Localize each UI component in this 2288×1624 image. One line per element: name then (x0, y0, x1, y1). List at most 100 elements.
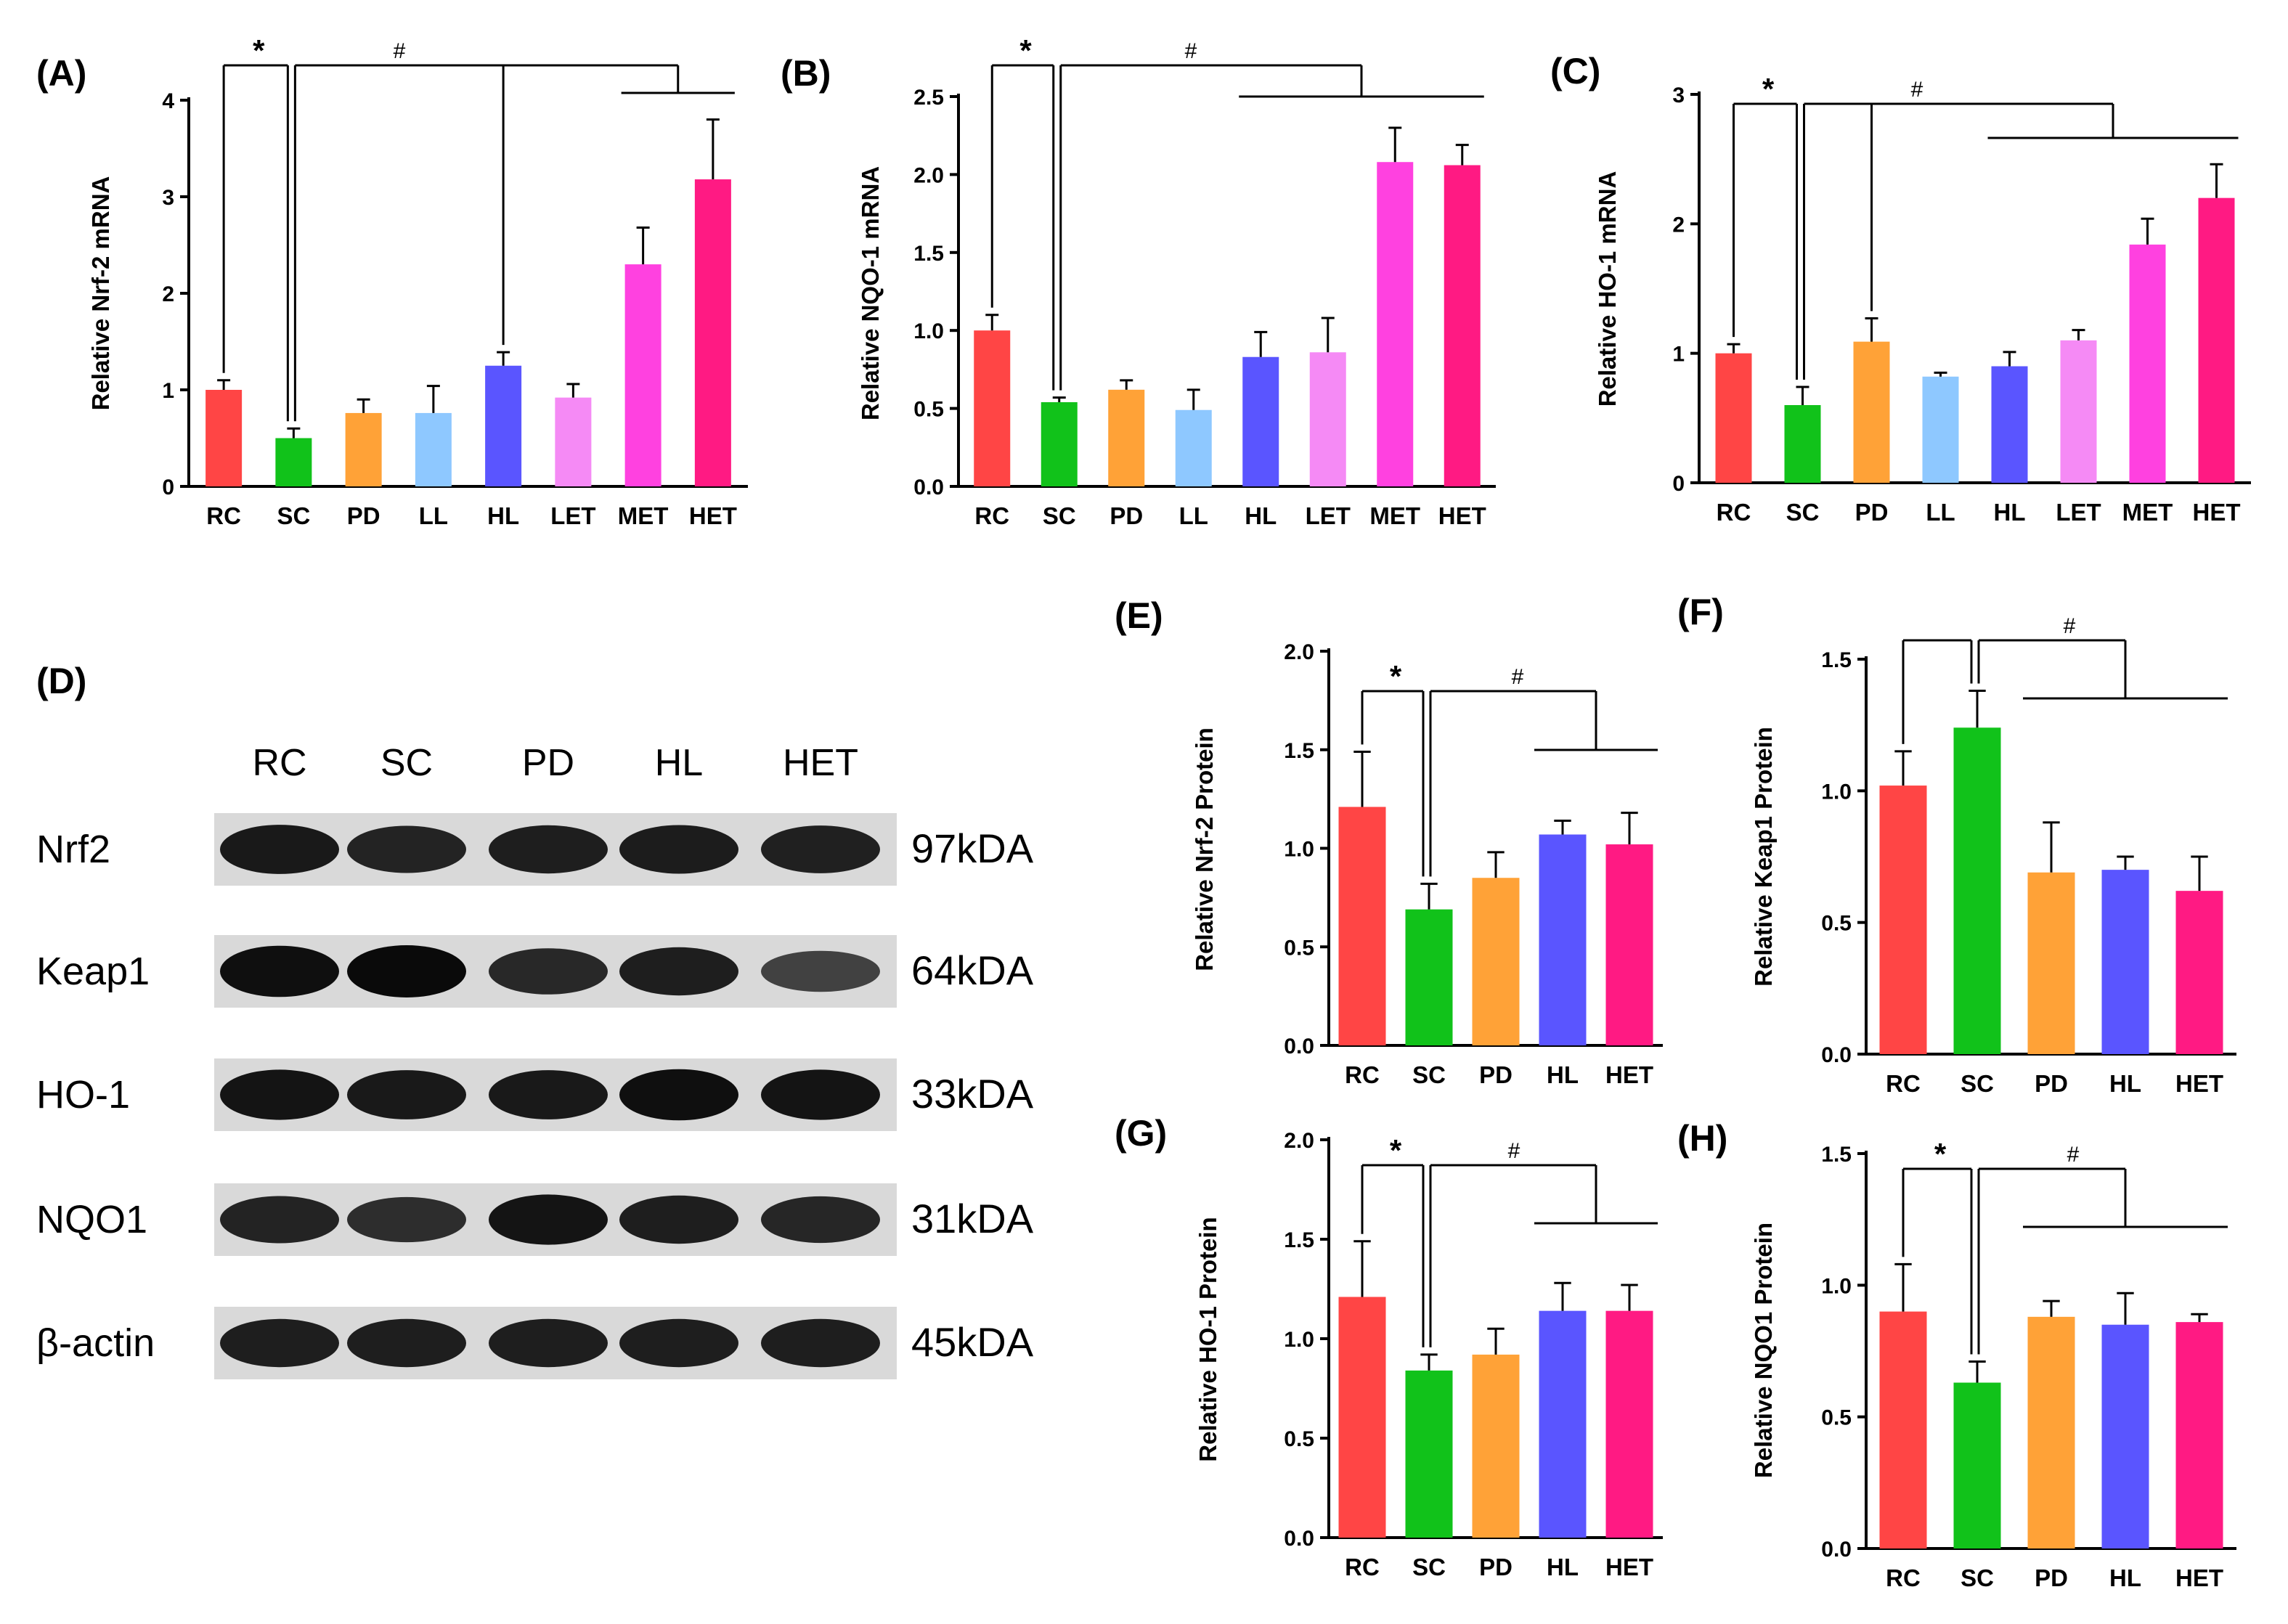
bar-pd (1472, 1354, 1520, 1538)
sig-hash-label: # (1911, 78, 1923, 102)
y-tick-label: 0.5 (1284, 1427, 1314, 1451)
blot-band (619, 1195, 738, 1244)
panel-label: (F) (1677, 592, 1724, 632)
bar-sc (1953, 1382, 2001, 1548)
chart-panel-2: (B) Relative NQO-1 mRNA 0.0 0.5 1.0 1.5 2.0 2.5… (781, 33, 1496, 529)
y-axis-label: Relative NQO1 Protein (1750, 1223, 1777, 1478)
y-tick-label: 0.0 (1284, 1035, 1314, 1058)
blot-band (347, 1070, 466, 1119)
bar-pd (1108, 389, 1145, 486)
y-tick-label: 0.0 (1821, 1538, 1852, 1562)
x-tick-label-let: LET (550, 502, 595, 529)
y-tick-label: 1.5 (913, 242, 944, 266)
x-tick-label-hl: HL (2109, 1070, 2141, 1097)
western-blot-panel: (D) RC SC PD HL HET Nrf2 97kDA Keap1 64kDA HO-1 33k… (36, 661, 1034, 1379)
bar-rc (1338, 807, 1386, 1045)
panel-label: (A) (36, 53, 86, 94)
protein-label: Keap1 (36, 950, 150, 993)
blot-band (761, 1069, 880, 1120)
sig-hash-label: # (1512, 665, 1524, 689)
x-tick-label-het: HET (1605, 1061, 1653, 1088)
y-tick-label: 1.5 (1821, 648, 1852, 672)
blot-band (220, 825, 339, 874)
sig-hash-label: # (2067, 1143, 2080, 1167)
blot-band (220, 1069, 339, 1120)
x-tick-label-sc: SC (1786, 499, 1820, 526)
lane-label-pd: PD (522, 742, 574, 784)
y-tick-label: 1 (162, 379, 174, 403)
blot-band (619, 825, 738, 874)
sig-hash-label: # (394, 39, 406, 63)
blot-band (347, 1196, 466, 1243)
y-tick-label: 2.5 (913, 86, 944, 110)
blot-band (761, 825, 880, 873)
bar-hl (1539, 1310, 1587, 1538)
molecular-weight-label: 31kDA (911, 1196, 1034, 1241)
x-tick-label-met: MET (618, 502, 669, 529)
x-tick-label-pd: PD (1479, 1061, 1513, 1088)
x-tick-label-pd: PD (1479, 1554, 1513, 1580)
blot-row-1: Nrf2 97kDA (36, 813, 1034, 886)
bar-rc (205, 390, 243, 486)
y-tick-label: 2.0 (1284, 640, 1314, 664)
bar-sc (1953, 727, 2001, 1054)
x-tick-label-het: HET (1605, 1554, 1653, 1580)
bar-met (2129, 244, 2166, 483)
x-tick-label-ll: LL (1179, 502, 1208, 529)
x-tick-label-het: HET (2175, 1564, 2223, 1591)
x-tick-label-pd: PD (2035, 1564, 2068, 1591)
blot-band (489, 825, 608, 874)
bar-sc (1405, 909, 1453, 1045)
panel-label: (D) (36, 661, 86, 701)
bar-pd (2027, 1316, 2075, 1548)
blot-band (489, 1194, 608, 1245)
x-tick-label-het: HET (2193, 499, 2241, 526)
sig-star-label: * (1934, 1137, 1947, 1171)
x-tick-label-het: HET (2175, 1070, 2223, 1097)
sig-hash-label: # (1185, 39, 1197, 63)
y-tick-label: 0.5 (1821, 912, 1852, 936)
blot-row-3: HO-1 33kDA (36, 1058, 1034, 1131)
bar-ll (415, 412, 452, 486)
y-axis-label: Relative Nrf-2 Protein (1191, 727, 1218, 971)
y-tick-label: 0.5 (1284, 936, 1314, 960)
bar-rc (974, 330, 1011, 486)
y-tick-label: 0.0 (913, 476, 944, 499)
y-axis-label: Relative Nrf-2 mRNA (87, 176, 114, 411)
x-tick-label-pd: PD (1855, 499, 1889, 526)
molecular-weight-label: 97kDA (911, 825, 1034, 871)
y-tick-label: 1.0 (1284, 838, 1314, 862)
x-tick-label-let: LET (2056, 499, 2101, 526)
x-tick-label-hl: HL (1994, 499, 2026, 526)
protein-label: Nrf2 (36, 828, 110, 871)
sig-hash-label: # (1508, 1139, 1520, 1163)
bar-het (2175, 891, 2223, 1054)
protein-label: HO-1 (36, 1073, 130, 1117)
chart-panel-3: (C) Relative HO-1 mRNA 0 1 2 3 RC SC PD LL HL LET ME… (1550, 51, 2251, 526)
y-tick-label: 3 (1672, 83, 1685, 107)
bar-hl (1991, 366, 2028, 483)
chart-panel-4: (E) Relative Nrf-2 Protein 0.0 0.5 1.0 1.5 2.0… (1115, 595, 1663, 1088)
bar-ll (1175, 409, 1212, 486)
x-tick-label-hl: HL (487, 502, 519, 529)
x-tick-label-hl: HL (1547, 1061, 1579, 1088)
bar-let (1309, 352, 1346, 486)
panel-label: (B) (781, 53, 831, 94)
bar-rc (1879, 1311, 1927, 1548)
panel-label: (H) (1677, 1118, 1727, 1159)
x-tick-label-rc: RC (1886, 1070, 1921, 1097)
blot-band (220, 1318, 339, 1368)
blot-row-4: NQO1 31kDA (36, 1183, 1034, 1256)
protein-label: NQO1 (36, 1198, 147, 1241)
blot-band (489, 948, 608, 995)
x-tick-label-hl: HL (2109, 1564, 2141, 1591)
bar-met (1377, 162, 1414, 486)
panel-label: (E) (1115, 595, 1163, 636)
x-tick-label-rc: RC (974, 502, 1009, 529)
blot-band (347, 825, 466, 873)
lane-label-het: HET (783, 742, 858, 784)
y-tick-label: 2 (1672, 213, 1685, 237)
blot-band (761, 1196, 880, 1244)
panel-label: (G) (1115, 1113, 1167, 1154)
